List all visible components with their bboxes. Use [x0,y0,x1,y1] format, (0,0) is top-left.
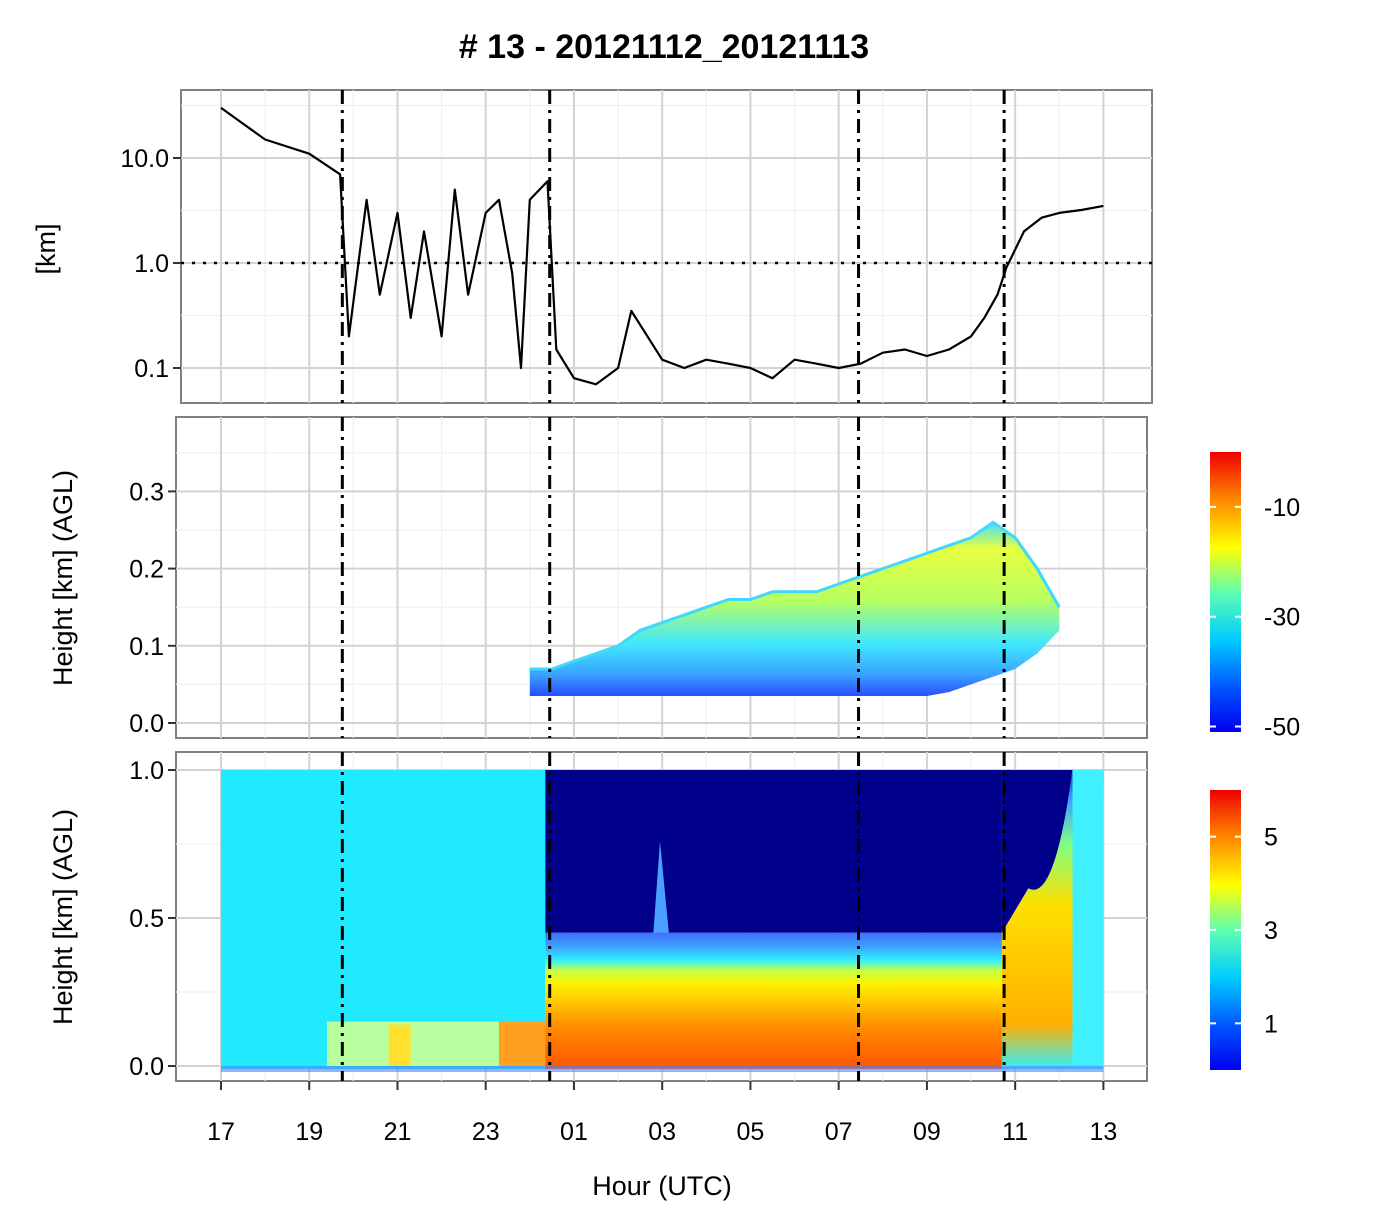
x-tick-label: 09 [913,1118,941,1146]
panel-3-y-tick-labels: 0.0 0.5 1.0 [129,757,176,1081]
y-tick-label: 1.0 [134,250,169,278]
panel-1-background [180,89,1153,404]
visibility-series-line [220,107,1104,386]
panel-3-y-axis-label: Height [km] (AGL) [48,809,78,1025]
colorbar-tick-label: -30 [1264,604,1300,632]
x-tick-label: 19 [295,1118,323,1146]
x-tick-label: 13 [1089,1118,1117,1146]
y-tick-label: 0.5 [129,905,164,933]
late-neutral-region [1072,770,1104,1069]
profile-heatmap-edge [529,520,1061,671]
surface-inversion-band [545,932,1002,1069]
surface-row [221,1066,1104,1072]
chart-title: # 13 - 20121112_20121113 [459,28,869,66]
panel-1-event-lines [340,90,1006,403]
evening-layer [326,1021,499,1066]
x-tick-label: 21 [384,1118,412,1146]
panel-1-y-tick-labels: 0.1 1.0 10.0 [120,145,181,383]
panel-1-y-axis-label: [km] [31,224,61,275]
panel-2-event-lines [340,417,1006,738]
y-tick-label: 10.0 [120,145,169,173]
x-tick-label: 01 [560,1118,588,1146]
stable-region [545,770,1002,933]
x-tick-label: 03 [648,1118,676,1146]
x-tick-label: 05 [737,1118,765,1146]
colorbar-tick-label: -10 [1264,494,1300,522]
y-tick-label: 0.1 [134,355,169,383]
y-tick-label: 0.0 [129,710,164,738]
x-axis-label: Hour (UTC) [592,1171,732,1201]
panel-2-y-tick-labels: 0.0 0.1 0.2 0.3 [129,478,176,738]
colorbar-tick-label: 3 [1264,917,1278,945]
x-tick-label: 23 [472,1118,500,1146]
plume-spike [653,841,669,933]
x-axis-tick-labels: 17 19 21 23 01 03 05 07 09 11 13 [207,1081,1117,1146]
transition-layer [498,1021,546,1066]
panel-visibility: 0.1 1.0 10.0 [km] [31,89,1153,404]
neutral-region [221,770,546,1069]
y-tick-label: 0.3 [129,478,164,506]
stability-heatmap [221,770,1104,1072]
x-tick-label: 11 [1002,1118,1028,1146]
y-tick-label: 0.1 [129,633,164,661]
x-tick-label: 17 [207,1118,235,1146]
profile-heatmap-area [529,522,1060,696]
colorbar-tick-label: -50 [1264,714,1300,742]
x-tick-label: 07 [825,1118,853,1146]
colorbar-tick-label: 5 [1264,824,1278,852]
panel-2-colorbar [1210,452,1241,732]
panel-3-event-lines [340,752,1006,1081]
colorbar-tick-label: 1 [1264,1010,1278,1038]
stable-region-right [1001,770,1073,933]
panel-2-y-axis-label: Height [km] (AGL) [48,470,78,686]
evening-spot [388,1024,411,1066]
panel-profile: 0.0 0.1 0.2 0.3 Height [km] (AGL) -10 -30 -50 [48,416,1300,742]
y-tick-label: 0.2 [129,556,164,584]
y-tick-label: 1.0 [129,757,164,785]
panel-3-colorbar-ticks: 5 3 1 [1210,824,1278,1038]
panel-stability: 0.0 0.5 1.0 Height [km] (AGL) 5 3 1 [48,751,1278,1082]
panel-2-colorbar-ticks: -10 -30 -50 [1210,494,1300,742]
y-tick-label: 0.0 [129,1053,164,1081]
